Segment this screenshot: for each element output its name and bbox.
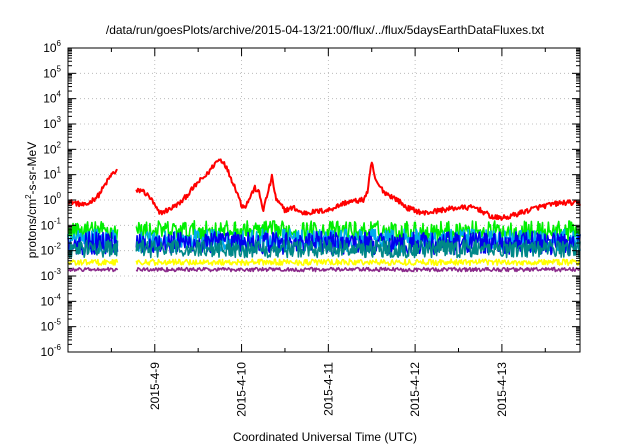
series-layer (67, 158, 581, 273)
x-axis-label: Coordinated Universal Time (UTC) (233, 430, 417, 444)
y-tick-label: 10-6 (41, 343, 62, 359)
x-tick-label: 2015-4-11 (321, 362, 335, 416)
y-axis-label: protons/cm2-s-sr-MeV (24, 142, 39, 258)
y-tick-label: 10-3 (41, 267, 62, 283)
chart-title: /data/run/goesPlots/archive/2015-04-13/2… (106, 23, 545, 37)
series-line (67, 266, 581, 273)
series-line (67, 258, 581, 267)
y-tick-label: 10-2 (41, 242, 62, 258)
y-tick-label: 10-5 (41, 318, 62, 334)
y-tick-label: 106 (43, 39, 61, 55)
y-tick-label: 103 (43, 115, 61, 131)
y-tick-label: 100 (43, 191, 61, 207)
x-tick-label: 2015-4-12 (408, 362, 422, 417)
x-tick-label: 2015-4-13 (495, 362, 509, 417)
grid (68, 48, 580, 352)
y-tick-label: 102 (43, 140, 61, 156)
x-tick-label: 2015-4-9 (148, 362, 162, 410)
y-tick-label: 101 (43, 166, 61, 182)
y-tick-label: 10-1 (41, 216, 62, 232)
axes: 10-6 10-5 10-4 10-3 10-2 10-1 100 101 102 103 104 1… (41, 39, 580, 417)
y-tick-label: 10-4 (41, 292, 62, 308)
series-line (67, 239, 581, 259)
y-tick-label: 104 (43, 90, 61, 106)
y-tick-label: 105 (43, 64, 61, 80)
x-tick-label: 2015-4-10 (235, 362, 249, 417)
series-line (67, 158, 581, 221)
